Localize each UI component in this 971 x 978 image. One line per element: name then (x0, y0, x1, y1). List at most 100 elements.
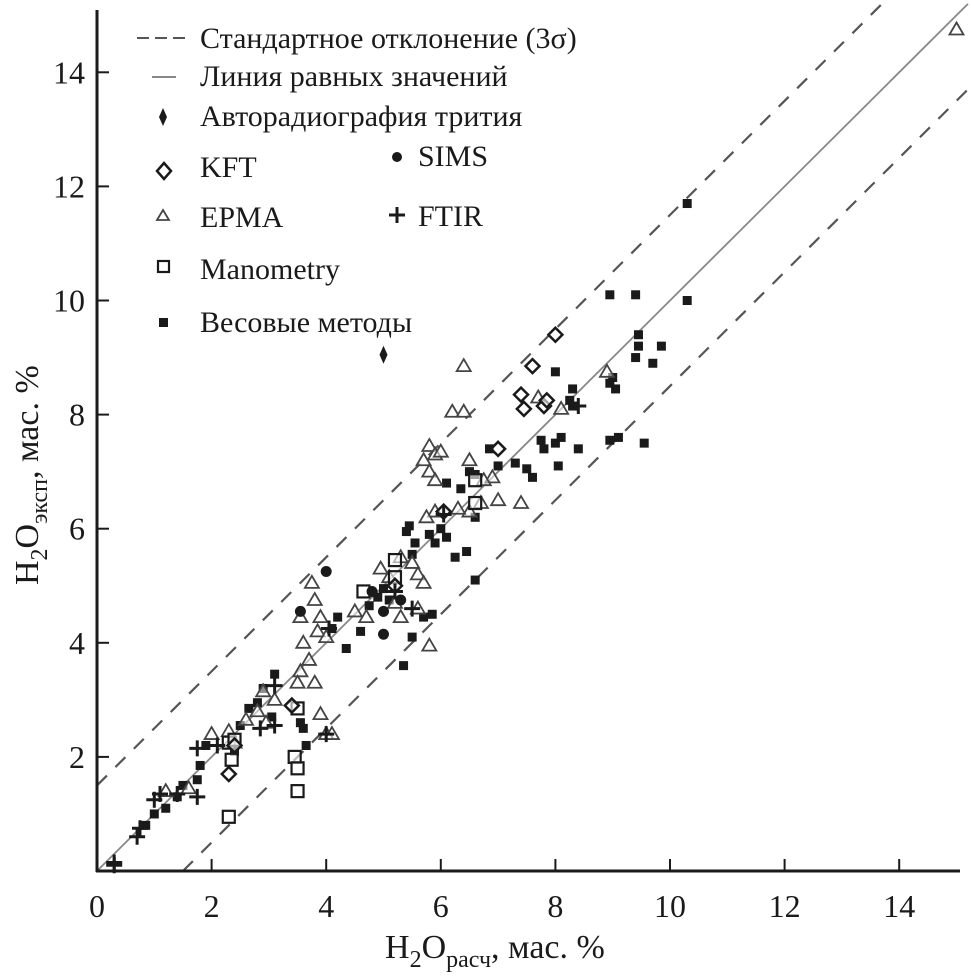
point-manometry (468, 473, 483, 488)
point-weight-method (605, 378, 615, 388)
point-sims (378, 628, 389, 640)
point-epma (392, 608, 410, 624)
point-epma (294, 634, 312, 649)
point-epma (460, 502, 479, 518)
point-ftir (266, 677, 283, 694)
point-manometry (221, 809, 236, 824)
point-weight-method (419, 612, 429, 622)
point-weight-method (573, 444, 583, 454)
point-weight-method (633, 341, 643, 351)
point-manometry (224, 752, 239, 767)
point-weight-method (682, 296, 692, 305)
legend-label: Стандартное отклонение (3σ) (200, 22, 577, 55)
point-kft (515, 400, 533, 418)
y-ticks: 2 4 6 8 10 12 14 (53, 54, 109, 775)
y-tick-label: 14 (53, 54, 85, 90)
point-epma (403, 554, 421, 569)
legend: Стандартное отклонение (3σ) Линия равных… (137, 22, 577, 339)
point-weight-method (364, 601, 374, 611)
point-weight-method (270, 669, 280, 679)
point-epma (489, 491, 507, 507)
legend-item-ftir: FTIR (389, 200, 483, 233)
point-weight-method (149, 809, 159, 819)
x-axis-title: H2Oрасч, мас. % (385, 929, 605, 973)
x-tick-label: 14 (883, 888, 915, 924)
point-kft (283, 696, 301, 715)
point-epma (309, 622, 327, 638)
point-weight-method (442, 478, 452, 488)
point-epma (460, 451, 479, 467)
point-kft (489, 440, 507, 458)
point-ftir (386, 583, 403, 600)
point-ftir (146, 791, 163, 808)
point-epma (552, 400, 570, 415)
point-weight-method (611, 384, 621, 394)
point-weight-method (244, 703, 254, 713)
point-epma (248, 702, 267, 718)
legend-label: Линия равных значений (200, 60, 508, 93)
point-ftir (404, 600, 421, 617)
point-epma (254, 682, 272, 698)
legend-item-weight-methods: Весовые методы (159, 306, 412, 339)
small-diamond-icon (159, 108, 167, 126)
point-weight-method (639, 438, 649, 448)
point-epma (346, 602, 364, 618)
point-weight-method (464, 467, 474, 477)
point-epma (420, 636, 438, 652)
point-weight-method (631, 353, 641, 363)
point-weight-method (341, 644, 351, 654)
point-epma (415, 574, 433, 589)
point-weight-method (161, 803, 171, 813)
point-manometry (468, 495, 483, 511)
point-kft (220, 765, 238, 783)
legend-label: FTIR (418, 200, 483, 233)
point-weight-method (267, 712, 277, 722)
point-weight-method (565, 395, 575, 405)
x-tick-label: 8 (547, 888, 563, 924)
point-manometry (387, 552, 403, 568)
point-epma (372, 559, 390, 575)
point-weight-method (384, 595, 394, 605)
point-weight-method (682, 199, 692, 209)
point-ftir (189, 740, 206, 757)
point-ftir (252, 720, 269, 737)
point-sims (294, 605, 306, 617)
legend-label: SIMS (418, 140, 488, 173)
data-points (106, 20, 966, 874)
x-tick-label: 4 (318, 888, 334, 924)
square-open-icon (156, 259, 171, 274)
point-epma (180, 779, 198, 795)
legend-label: Manometry (200, 253, 340, 286)
point-weight-method (404, 521, 414, 531)
point-sims (366, 585, 378, 597)
point-weight-method (462, 547, 472, 557)
point-manometry (290, 784, 305, 799)
point-epma (455, 357, 473, 373)
std-dev-line (96, 3, 883, 787)
point-epma (455, 402, 473, 418)
y-tick-label: 2 (69, 739, 85, 775)
legend-label: Авторадиография трития (200, 100, 523, 133)
point-epma (311, 705, 330, 721)
point-epma (420, 437, 438, 452)
point-sims (395, 594, 407, 606)
point-manometry (290, 761, 305, 776)
legend-label: KFT (200, 151, 257, 184)
point-weight-method (201, 740, 211, 750)
point-ftir (129, 828, 146, 845)
point-epma (420, 462, 438, 478)
point-epma (449, 499, 467, 515)
point-epma (426, 471, 444, 487)
std-dev-line (182, 88, 969, 872)
point-manometry (287, 749, 302, 765)
legend-item-epma: EPMA (155, 201, 284, 234)
point-weight-method (424, 529, 434, 539)
point-kft (523, 357, 542, 375)
point-epma (237, 711, 255, 726)
point-ftir (321, 620, 338, 637)
x-tick-label: 2 (204, 888, 220, 924)
point-ftir (570, 398, 587, 415)
point-weight-method (195, 760, 205, 770)
point-weight-method (568, 384, 578, 394)
point-epma (409, 565, 427, 581)
